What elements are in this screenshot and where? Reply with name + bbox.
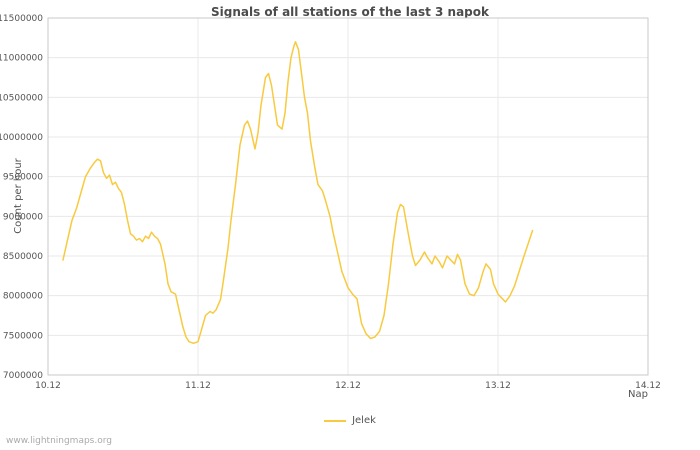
y-tick-label: 7000000 [3,371,43,381]
y-tick-label: 9500000 [3,173,43,183]
x-tick-label: 12.12 [335,381,361,391]
y-tick-label: 10500000 [0,93,43,103]
chart-title: Signals of all stations of the last 3 na… [211,5,489,19]
y-tick-label: 11000000 [0,54,43,64]
legend-line-swatch [324,419,347,422]
y-tick-label: 11500000 [0,14,43,24]
legend-label-jelek: Jelek [352,415,376,426]
y-tick-label: 10000000 [0,133,43,143]
series-line-jelek [62,41,534,345]
x-tick-label: 11.12 [185,381,211,391]
y-tick-label: 8000000 [3,292,43,302]
x-tick-label: 13.12 [485,381,511,391]
x-axis-label: Nap [628,389,648,400]
plot-border [47,17,649,376]
y-tick-label: 7500000 [3,331,43,341]
y-tick-label: 9000000 [3,212,43,222]
y-tick-label: 8500000 [3,252,43,262]
legend: Jelek [0,415,700,426]
watermark: www.lightningmaps.org [6,436,112,446]
x-tick-label: 14.12 [635,381,661,391]
x-tick-label: 10.12 [35,381,61,391]
